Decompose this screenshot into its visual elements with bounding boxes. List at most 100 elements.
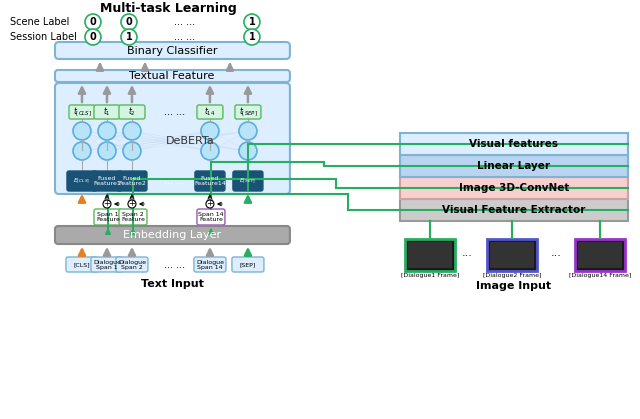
Circle shape bbox=[85, 29, 101, 45]
Text: ... ...: ... ... bbox=[174, 17, 195, 27]
Text: ... ...: ... ... bbox=[174, 32, 195, 42]
Text: Dialogue
Span 2: Dialogue Span 2 bbox=[118, 260, 146, 270]
FancyBboxPatch shape bbox=[197, 209, 225, 225]
Bar bbox=[400, 155, 628, 177]
Bar bbox=[405, 239, 455, 271]
Text: $E_{[SEP]}$: $E_{[SEP]}$ bbox=[239, 176, 257, 186]
FancyBboxPatch shape bbox=[119, 105, 145, 119]
Text: $t_2$: $t_2$ bbox=[128, 106, 136, 118]
Text: Text Input: Text Input bbox=[141, 279, 204, 289]
FancyBboxPatch shape bbox=[232, 257, 264, 272]
Circle shape bbox=[244, 29, 260, 45]
Circle shape bbox=[206, 200, 214, 208]
Text: 0: 0 bbox=[125, 17, 132, 27]
Bar bbox=[575, 239, 625, 271]
Text: 0: 0 bbox=[90, 17, 97, 27]
Text: +: + bbox=[104, 199, 111, 209]
FancyBboxPatch shape bbox=[116, 257, 148, 272]
Circle shape bbox=[73, 122, 91, 140]
Text: Image 3D-ConvNet: Image 3D-ConvNet bbox=[459, 183, 569, 193]
Text: Span 14
Feature: Span 14 Feature bbox=[198, 212, 224, 222]
Text: [Dialogue14 Frame]: [Dialogue14 Frame] bbox=[568, 274, 631, 279]
FancyBboxPatch shape bbox=[55, 226, 290, 244]
FancyBboxPatch shape bbox=[119, 209, 147, 225]
Text: 1: 1 bbox=[125, 32, 132, 42]
Text: Visual Feature Extractor: Visual Feature Extractor bbox=[442, 205, 586, 215]
Text: Image Input: Image Input bbox=[476, 281, 552, 291]
Text: Linear Layer: Linear Layer bbox=[477, 161, 550, 171]
Text: 1: 1 bbox=[248, 32, 255, 42]
Circle shape bbox=[201, 122, 219, 140]
Text: $E_{[CLS]}$: $E_{[CLS]}$ bbox=[74, 176, 91, 186]
Text: Dialogue
Span 1: Dialogue Span 1 bbox=[93, 260, 121, 270]
Text: Embedding Layer: Embedding Layer bbox=[123, 230, 221, 240]
FancyBboxPatch shape bbox=[117, 171, 147, 191]
Circle shape bbox=[85, 14, 101, 30]
Text: 1: 1 bbox=[248, 17, 255, 27]
Circle shape bbox=[128, 200, 136, 208]
Bar bbox=[400, 133, 628, 155]
Circle shape bbox=[98, 142, 116, 160]
Text: ... ...: ... ... bbox=[164, 176, 186, 186]
FancyBboxPatch shape bbox=[69, 105, 95, 119]
FancyBboxPatch shape bbox=[91, 257, 123, 272]
Text: Binary Classifier: Binary Classifier bbox=[127, 46, 217, 56]
FancyBboxPatch shape bbox=[66, 257, 98, 272]
Circle shape bbox=[73, 142, 91, 160]
Text: DeBERTa: DeBERTa bbox=[166, 136, 214, 146]
Text: Span 2
Feature: Span 2 Feature bbox=[121, 212, 145, 222]
FancyBboxPatch shape bbox=[94, 209, 122, 225]
Circle shape bbox=[239, 142, 257, 160]
Text: $t_{[SEP]}$: $t_{[SEP]}$ bbox=[239, 106, 257, 119]
Text: ...: ... bbox=[550, 248, 561, 258]
FancyBboxPatch shape bbox=[94, 105, 120, 119]
Text: Session Label: Session Label bbox=[10, 32, 77, 42]
Text: 0: 0 bbox=[90, 32, 97, 42]
Circle shape bbox=[123, 142, 141, 160]
FancyBboxPatch shape bbox=[55, 42, 290, 59]
Circle shape bbox=[98, 122, 116, 140]
Circle shape bbox=[123, 122, 141, 140]
Bar bbox=[400, 199, 628, 221]
Text: ... ...: ... ... bbox=[164, 260, 186, 270]
FancyBboxPatch shape bbox=[67, 171, 97, 191]
Text: Fused
Feature14: Fused Feature14 bbox=[194, 176, 226, 186]
Text: $t_{14}$: $t_{14}$ bbox=[204, 106, 216, 118]
Text: $t_1$: $t_1$ bbox=[103, 106, 111, 118]
Bar bbox=[487, 239, 537, 271]
FancyBboxPatch shape bbox=[55, 83, 290, 194]
Text: +: + bbox=[207, 199, 213, 209]
FancyBboxPatch shape bbox=[55, 70, 290, 82]
Text: [Dialogue2 Frame]: [Dialogue2 Frame] bbox=[483, 274, 541, 279]
Text: Span 1
Feature: Span 1 Feature bbox=[96, 212, 120, 222]
Text: Fused
Feature1: Fused Feature1 bbox=[93, 176, 121, 186]
FancyBboxPatch shape bbox=[92, 171, 122, 191]
Circle shape bbox=[239, 122, 257, 140]
Text: ...: ... bbox=[461, 248, 472, 258]
Text: ... ...: ... ... bbox=[164, 107, 186, 117]
Text: [SEP]: [SEP] bbox=[240, 262, 256, 267]
Bar bbox=[408, 242, 452, 268]
Text: Textual Feature: Textual Feature bbox=[129, 71, 214, 81]
Circle shape bbox=[103, 200, 111, 208]
Text: Dialogue
Span 14: Dialogue Span 14 bbox=[196, 260, 224, 270]
Bar bbox=[490, 242, 534, 268]
Bar bbox=[400, 177, 628, 199]
Text: $t_{[CLS]}$: $t_{[CLS]}$ bbox=[72, 106, 92, 119]
Circle shape bbox=[121, 29, 137, 45]
Text: +: + bbox=[129, 199, 136, 209]
Text: [CLS]: [CLS] bbox=[74, 262, 90, 267]
FancyBboxPatch shape bbox=[233, 171, 263, 191]
Text: Scene Label: Scene Label bbox=[10, 17, 69, 27]
Circle shape bbox=[201, 142, 219, 160]
Circle shape bbox=[121, 14, 137, 30]
Text: Visual features: Visual features bbox=[469, 139, 558, 149]
FancyBboxPatch shape bbox=[195, 171, 225, 191]
FancyBboxPatch shape bbox=[235, 105, 261, 119]
Text: [Dialogue1 Frame]: [Dialogue1 Frame] bbox=[401, 274, 459, 279]
FancyBboxPatch shape bbox=[194, 257, 226, 272]
Text: Fused
Feature2: Fused Feature2 bbox=[118, 176, 146, 186]
Circle shape bbox=[244, 14, 260, 30]
FancyBboxPatch shape bbox=[197, 105, 223, 119]
Text: Multi-task Learning: Multi-task Learning bbox=[100, 3, 236, 16]
